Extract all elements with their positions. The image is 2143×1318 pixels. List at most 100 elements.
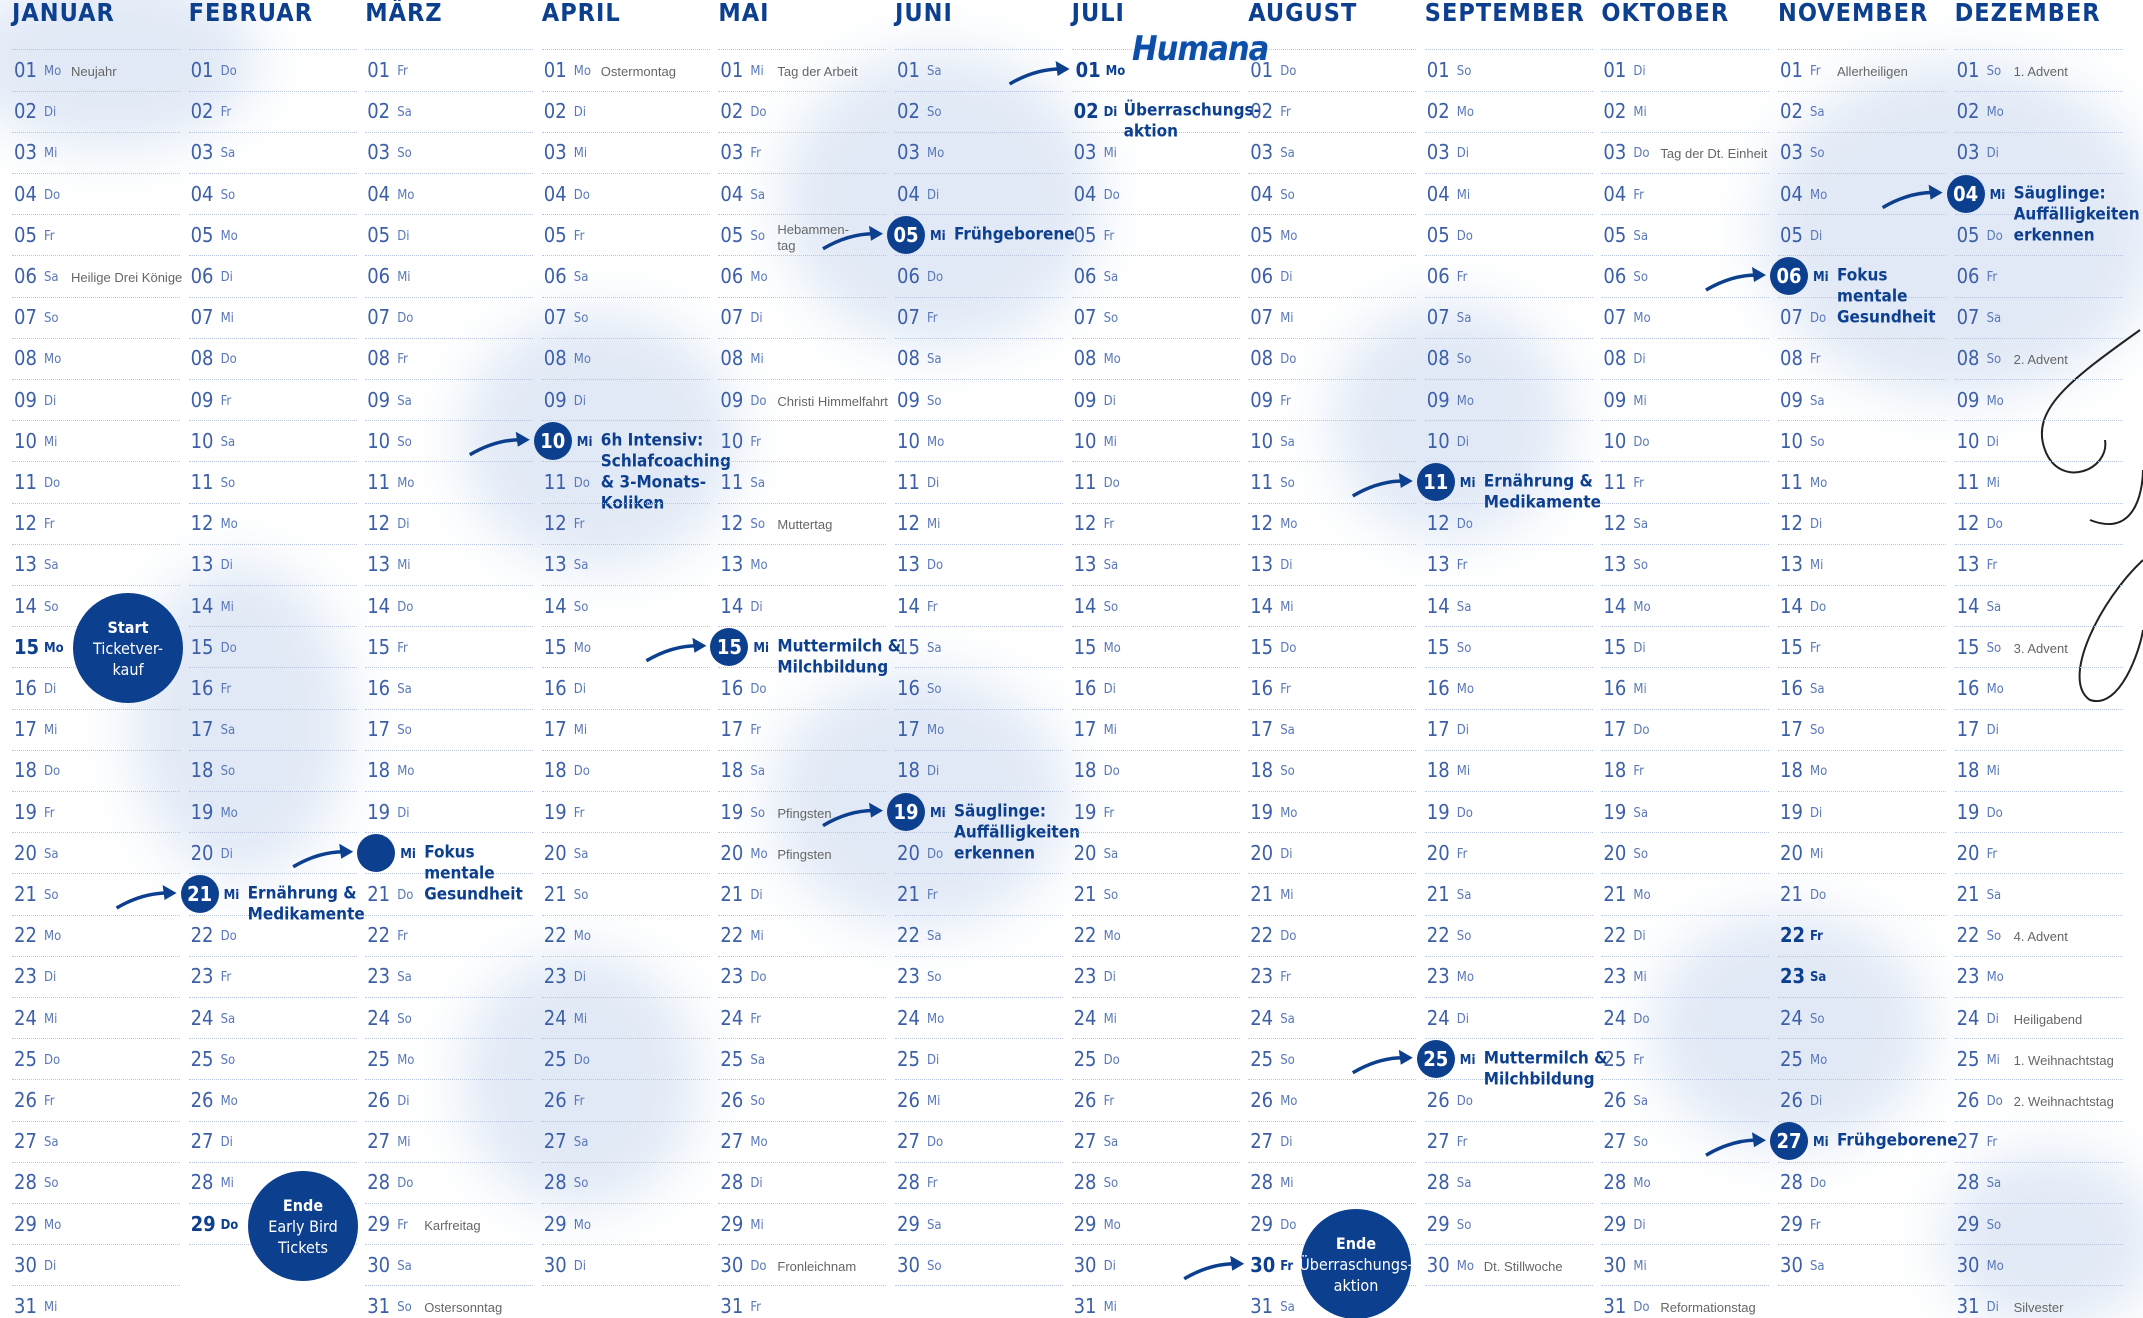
weekday: Fr [1280,681,1291,697]
separator [1601,1285,1770,1287]
weekday: Sa [1810,104,1825,120]
day-number: 11 [1250,470,1274,494]
weekday: Fr [750,434,761,450]
weekday: So [1810,1011,1825,1027]
weekday: Do [927,846,944,862]
separator [895,255,1063,257]
month-title: AUGUST [1248,0,1358,27]
separator [895,214,1063,216]
weekday: Fr [927,887,938,903]
day-number: 03 [720,140,744,165]
separator [188,708,357,710]
holiday: Silvester [2013,1299,2064,1315]
month-title: DEZEMBER [1954,0,2101,27]
day-number: 11 [720,470,744,494]
day-number: 16 [367,676,391,700]
weekday: Fr [750,1299,761,1315]
day-number: 12 [190,511,214,536]
separator [188,791,357,792]
separator [12,379,180,380]
day-number: 04 [543,181,567,206]
day-number: 13 [1426,552,1450,577]
weekday: Mi [1810,558,1824,574]
separator [365,708,534,710]
weekday: So [927,104,942,120]
separator [1248,461,1417,463]
separator [12,749,180,751]
day-number: 24 [1073,1005,1097,1030]
day-number: 08 [1426,346,1450,371]
weekday: Di [1810,516,1823,532]
separator [188,420,357,422]
weekday: Sa [44,1134,59,1150]
weekday: Di [1103,1258,1116,1274]
weekday: Mo [1103,928,1121,944]
day-number: 18 [543,758,567,783]
day-number: 02 [720,99,744,124]
day-number: 09 [1250,387,1274,412]
separator [1778,626,1946,628]
day-number: 17 [1250,717,1274,742]
day-number: 26 [720,1088,744,1112]
weekday: Sa [397,1258,412,1274]
separator [1954,502,2123,504]
weekday: Mo [1280,805,1298,821]
weekday: So [750,516,765,532]
separator [365,1244,534,1246]
separator [895,1161,1063,1163]
weekday: Mi [220,1176,234,1192]
separator [718,626,887,628]
line-drawing [2078,559,2143,703]
weekday: Sa [1456,887,1472,903]
separator [1071,708,1240,710]
weekday: Mi [397,558,411,574]
day-number: 16 [1780,676,1803,700]
weekday: Fr [1986,1134,1998,1150]
separator [188,502,357,504]
weekday: Sa [1633,805,1648,821]
weekday: Sa [1633,1093,1648,1109]
weekday: Di [1280,1134,1293,1150]
holiday: 2. Weihnachtstag [2013,1093,2114,1109]
weekday: Do [1103,187,1120,203]
separator [1248,1120,1417,1122]
day-number: 02 [1956,99,1980,124]
day-number: 17 [1603,717,1627,742]
separator [365,873,534,875]
weekday: So [1456,640,1472,656]
separator [1601,296,1770,298]
separator [718,90,887,92]
separator [1424,1038,1593,1040]
separator [1778,420,1946,422]
separator [541,337,710,339]
weekday: Mi [573,146,588,162]
weekday: Fr [1456,269,1468,285]
weekday: Di [573,681,587,697]
weekday: Do [750,681,767,697]
day-number: 10 [190,428,214,453]
separator [1248,667,1417,669]
separator [188,585,357,586]
separator [1424,914,1593,916]
holiday: tag [777,237,796,253]
day-number: 29 [190,1211,216,1236]
day-number: 16 [1956,676,1980,700]
day-number: 29 [1956,1211,1980,1236]
weekday: Do [397,310,414,326]
day-number: 10 [1073,428,1097,453]
separator [541,1244,710,1246]
day-number: 01 [367,58,391,82]
weekday: Fr [750,146,761,162]
separator [718,296,887,298]
separator [365,461,534,463]
day-number: 07 [1250,305,1274,330]
separator [1601,1120,1770,1122]
badge: Ende Early Bird Tickets [248,1171,358,1281]
separator [1424,255,1593,257]
arrow [1705,273,1761,292]
separator [12,914,180,916]
day-number: 07 [1780,305,1803,330]
event-text: mentale [1837,286,1908,307]
weekday: So [1810,146,1825,162]
weekday: Sa [573,558,589,574]
